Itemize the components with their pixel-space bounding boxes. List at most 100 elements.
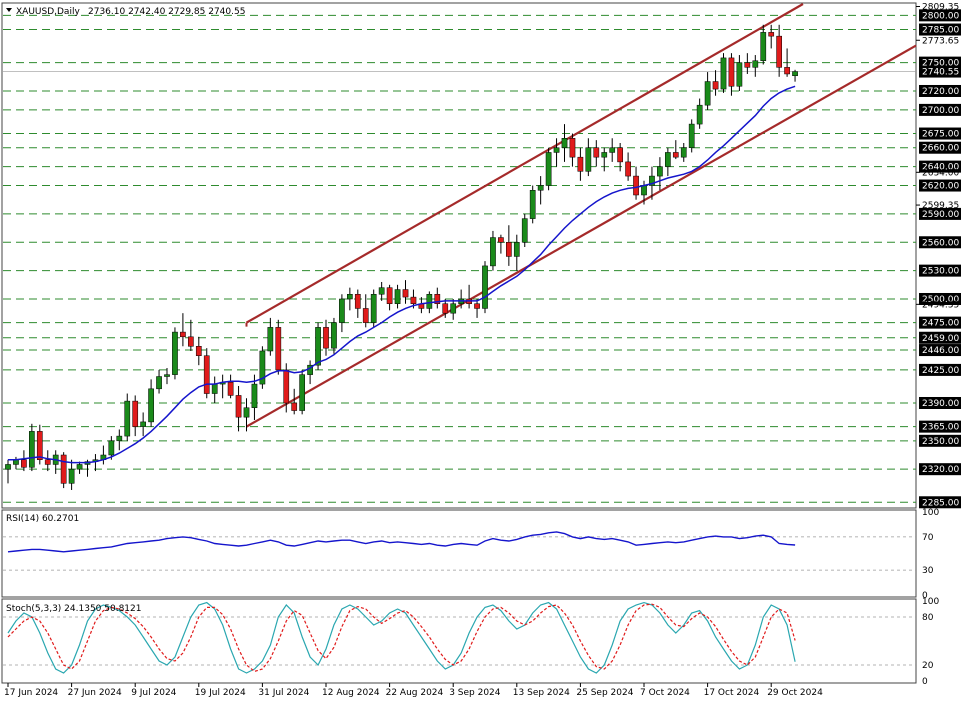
stoch-axis-label: 80 bbox=[922, 613, 934, 623]
candle-body bbox=[243, 407, 250, 418]
candle-body bbox=[498, 237, 504, 243]
candle-body bbox=[402, 289, 409, 298]
candle-body bbox=[362, 308, 369, 323]
time-tick-label: 27 Jun 2024 bbox=[68, 688, 122, 698]
candle-body bbox=[569, 138, 576, 158]
level-price-label: 2590.00 bbox=[922, 210, 959, 220]
candle-body bbox=[553, 147, 560, 153]
level-price-label: 2700.00 bbox=[922, 106, 959, 116]
time-tick-label: 22 Aug 2024 bbox=[386, 688, 444, 698]
candle-body bbox=[195, 346, 202, 356]
level-price-label: 2620.00 bbox=[922, 182, 959, 192]
level-price-tag bbox=[919, 179, 961, 192]
rsi-panel-frame bbox=[1, 509, 917, 598]
level-price-tag bbox=[919, 331, 961, 344]
stoch-signal-line bbox=[7, 603, 796, 673]
candle-body bbox=[450, 303, 457, 314]
candle-body bbox=[609, 147, 616, 153]
level-price-tag bbox=[919, 434, 961, 447]
candle-body bbox=[347, 294, 353, 300]
candle-body bbox=[696, 104, 703, 125]
candle-body bbox=[21, 459, 27, 468]
candle-body bbox=[720, 57, 727, 90]
level-price-label: 2750.00 bbox=[922, 59, 959, 69]
candle-body bbox=[513, 242, 520, 257]
candle-body bbox=[680, 147, 687, 158]
candle-body bbox=[625, 161, 631, 177]
level-price-tag bbox=[919, 127, 961, 140]
time-tick-label: 7 Oct 2024 bbox=[640, 688, 690, 698]
candle-body bbox=[211, 383, 218, 394]
level-price-label: 2675.00 bbox=[922, 130, 959, 140]
stoch-axis-label: 0 bbox=[922, 677, 928, 687]
candle-body bbox=[354, 294, 361, 309]
level-price-label: 2446.00 bbox=[922, 346, 959, 356]
current-price-tag bbox=[919, 65, 961, 78]
candle-body bbox=[339, 298, 345, 323]
level-price-tag bbox=[919, 363, 961, 376]
candle-body bbox=[434, 294, 441, 304]
level-price-label: 2785.00 bbox=[922, 26, 959, 36]
symbol-label: XAUUSD,Daily bbox=[16, 7, 80, 17]
candle-body bbox=[116, 435, 123, 442]
horizontal-levels bbox=[3, 14, 916, 503]
candle-body bbox=[36, 431, 43, 460]
candle-body bbox=[291, 402, 298, 411]
trend-channel bbox=[245, 3, 917, 428]
level-price-tag bbox=[919, 463, 961, 476]
candle-body bbox=[704, 81, 711, 106]
level-price-label: 2475.00 bbox=[922, 319, 959, 329]
level-price-label: 2350.00 bbox=[922, 437, 959, 447]
candle-body bbox=[529, 190, 536, 219]
candle-body bbox=[378, 287, 385, 295]
rsi-axis-label: 30 bbox=[922, 566, 934, 576]
candle-body bbox=[44, 459, 51, 465]
ohlc-readout: 2736.10 2742.40 2729.85 2740.55 bbox=[88, 7, 245, 17]
candle-body bbox=[331, 322, 337, 349]
candle-body bbox=[76, 464, 83, 470]
candle-body bbox=[426, 294, 433, 309]
level-price-label: 2530.00 bbox=[922, 267, 959, 277]
price-tick-label: 2634.00 bbox=[922, 168, 959, 178]
time-tick-label: 12 Aug 2024 bbox=[322, 688, 380, 698]
candle-body bbox=[482, 265, 488, 309]
level-price-label: 2720.00 bbox=[922, 87, 959, 97]
level-price-tag bbox=[919, 496, 961, 509]
chart-header: XAUUSD,Daily 2736.10 2742.40 2729.85 274… bbox=[6, 7, 245, 17]
level-price-label: 2390.00 bbox=[922, 399, 959, 409]
stoch-axis-label: 20 bbox=[922, 661, 934, 671]
candle-body bbox=[299, 374, 305, 411]
level-price-tag bbox=[919, 236, 961, 249]
candle-body bbox=[386, 287, 393, 304]
candle-body bbox=[490, 237, 496, 267]
price-tick-label: 2494.35 bbox=[922, 300, 959, 310]
candle-body bbox=[784, 67, 790, 75]
candle-body bbox=[29, 431, 35, 468]
candle-body bbox=[474, 303, 480, 309]
candle-body bbox=[633, 175, 639, 196]
level-price-tag bbox=[919, 292, 961, 305]
time-axis: 17 Jun 2024 27 Jun 2024 9 Jul 2024 19 Jul 2… bbox=[4, 683, 823, 698]
current-price-label: 2740.55 bbox=[922, 68, 959, 78]
candle-body bbox=[124, 400, 131, 437]
candle-body bbox=[545, 152, 552, 186]
time-tick-label: 25 Sep 2024 bbox=[576, 688, 633, 698]
candle-body bbox=[140, 421, 147, 427]
level-price-label: 2560.00 bbox=[922, 238, 959, 248]
candle-body bbox=[164, 374, 170, 377]
price-tick-label: 2809.35 bbox=[922, 3, 959, 13]
time-tick-label: 31 Jul 2024 bbox=[258, 688, 309, 698]
time-tick-label: 9 Jul 2024 bbox=[131, 688, 176, 698]
rsi-axis-label: 0 bbox=[922, 591, 928, 601]
candle-body bbox=[283, 369, 290, 404]
level-price-tag bbox=[919, 264, 961, 277]
collapse-triangle-icon[interactable] bbox=[6, 8, 12, 12]
moving-average-line bbox=[8, 85, 796, 464]
candle-body bbox=[617, 147, 623, 163]
candle-body bbox=[442, 303, 449, 314]
candle-body bbox=[665, 152, 671, 167]
candle-body bbox=[577, 156, 584, 172]
price-tick-label: 2773.65 bbox=[922, 36, 959, 46]
candlesticks bbox=[5, 24, 798, 490]
